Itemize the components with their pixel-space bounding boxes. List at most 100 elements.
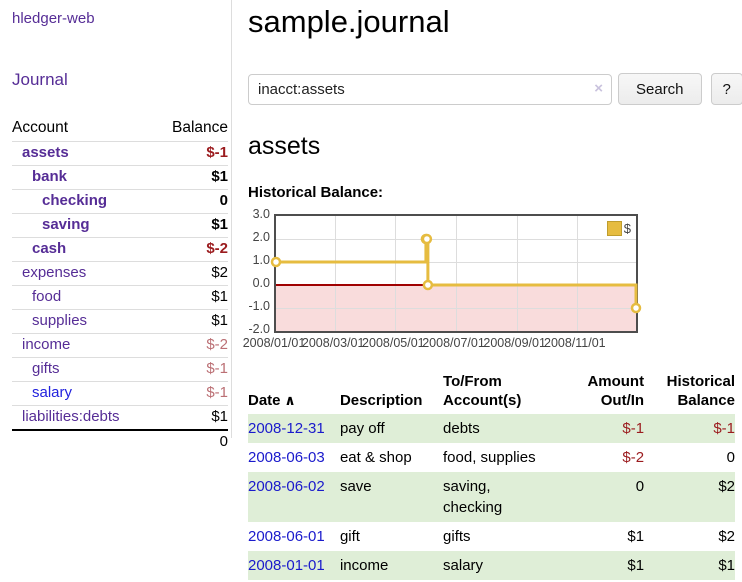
help-button[interactable]: ? [710,73,742,105]
x-axis-tick-label: 2008/05/01 [362,336,425,350]
account-heading: assets [248,132,321,160]
gridline [395,216,397,331]
chart-title: Historical Balance: [248,184,384,201]
cell-date: 2008-12-31 [248,414,340,443]
account-balance: $1 [211,312,228,329]
chart-legend: $ [606,221,631,236]
account-row: salary $-1 [12,380,228,405]
register-header-row: Date ∧ Description To/From Account(s) Amoun… [248,370,735,414]
cell-description: gift [339,528,360,545]
transaction-date-link[interactable]: 2008-06-01 [248,528,325,545]
account-balance: $1 [211,216,228,233]
account-row: cash $-2 [12,236,228,261]
sidebar-item-journal[interactable]: Journal [12,70,68,89]
account-link-salary[interactable]: salary [32,384,73,401]
account-link-supplies[interactable]: supplies [32,312,88,329]
account-row: income $-2 [12,332,228,357]
account-row: saving $1 [12,212,228,237]
account-balance: $-2 [206,336,228,353]
accounts-total-value: 0 [219,433,228,450]
gridline [516,216,518,331]
cell-accounts: salary [443,557,484,574]
cell-date: 2008-06-02 [248,472,340,522]
balance-step-line [270,233,642,314]
column-header-to-from-account-s-: To/From Account(s) [443,373,522,409]
main-content: sample.journal × Search ? assets Histori… [233,0,742,580]
chart-plot-area: $ [270,214,642,333]
cell-description: save [339,478,372,495]
account-row: expenses $2 [12,260,228,285]
cell-description: pay off [339,420,385,437]
cell-balance: $1 [718,557,735,574]
gridline [335,216,337,331]
account-balance: $2 [211,264,228,281]
sort-ascending-icon: ∧ [280,392,296,408]
account-link-expenses[interactable]: expenses [22,264,87,281]
gridline [455,216,457,331]
search-button[interactable]: Search [618,73,702,105]
x-axis-tick-label: 2008/09/01 [483,336,546,350]
account-row: liabilities:debts $1 [12,404,228,429]
account-balance: $-1 [206,360,228,377]
transaction-date-link[interactable]: 2008-12-31 [248,420,325,437]
search-input[interactable] [248,73,612,105]
cell-amount: $-2 [622,449,645,466]
account-link-assets[interactable]: assets [22,144,69,161]
transaction-row: 2008-06-01 gift gifts $1 $2 [248,522,735,551]
accounts-header: Account Balance [12,116,228,141]
data-point-marker [422,279,434,291]
cell-accounts: saving, checking [443,478,503,516]
sidebar: hledger-web Journal Account Balance asse… [0,0,232,450]
accounts-header-account: Account [12,118,69,136]
historical-balance-chart: $ 3.0 2.0 1.0 0.0 -1.0 -2.0 2008/01/01 2008/03/… [243,207,668,352]
transaction-row: 2008-01-01 income salary $1 $1 [248,551,735,580]
account-link-liabilities-debts[interactable]: liabilities:debts [22,408,120,425]
data-point-marker [421,233,433,245]
account-link-saving[interactable]: saving [42,216,90,233]
cell-balance: $2 [718,478,735,495]
y-axis-tick-label: 1.0 [252,253,270,267]
transaction-date-link[interactable]: 2008-06-03 [248,449,325,466]
account-link-gifts[interactable]: gifts [32,360,60,377]
transaction-row: 2008-06-03 eat & shop food, supplies $-2 0 [248,443,735,472]
column-header-amount-out-in: Amount Out/In [587,373,645,409]
transaction-date-link[interactable]: 2008-06-02 [248,478,325,495]
account-row: supplies $1 [12,308,228,333]
y-axis-tick-label: 2.0 [252,230,270,244]
cell-description: eat & shop [339,449,412,466]
x-axis-tick-label: 2008/07/01 [422,336,485,350]
account-link-food[interactable]: food [32,288,62,305]
transaction-row: 2008-06-02 save saving, checking 0 $2 [248,472,735,522]
x-axis-tick-label: 2008/03/01 [301,336,365,350]
account-link-cash[interactable]: cash [32,240,67,257]
account-link-checking[interactable]: checking [42,192,108,209]
cell-date: 2008-01-01 [248,551,340,580]
x-axis-tick-label: 2008/11/01 [543,336,606,350]
cell-amount: 0 [635,478,645,495]
cell-accounts: food, supplies [443,449,536,466]
clear-search-icon[interactable]: × [594,79,603,97]
account-row: checking 0 [12,188,228,213]
transaction-date-link[interactable]: 2008-01-01 [248,557,325,574]
register-table: Date ∧ Description To/From Account(s) Amoun… [248,370,735,580]
account-link-income[interactable]: income [22,336,71,353]
column-header-date[interactable]: Date ∧ [248,392,296,409]
cell-balance: $-1 [713,420,735,437]
account-row: bank $1 [12,164,228,189]
legend-swatch-icon [606,221,622,236]
account-link-bank[interactable]: bank [32,168,68,185]
account-balance: $-2 [206,240,228,257]
app-title-link[interactable]: hledger-web [12,10,95,27]
account-balance: $1 [211,408,228,425]
page-title: sample.journal [248,4,450,39]
account-balance: 0 [219,192,228,209]
column-header-historical-balance: Historical Balance [666,373,735,409]
account-row: food $1 [12,284,228,309]
cell-amount: $-1 [622,420,645,437]
gridline [576,216,578,331]
accounts-header-balance: Balance [171,118,228,136]
legend-label: $ [623,221,631,236]
cell-balance: 0 [726,449,735,466]
column-header-description: Description [339,392,423,409]
